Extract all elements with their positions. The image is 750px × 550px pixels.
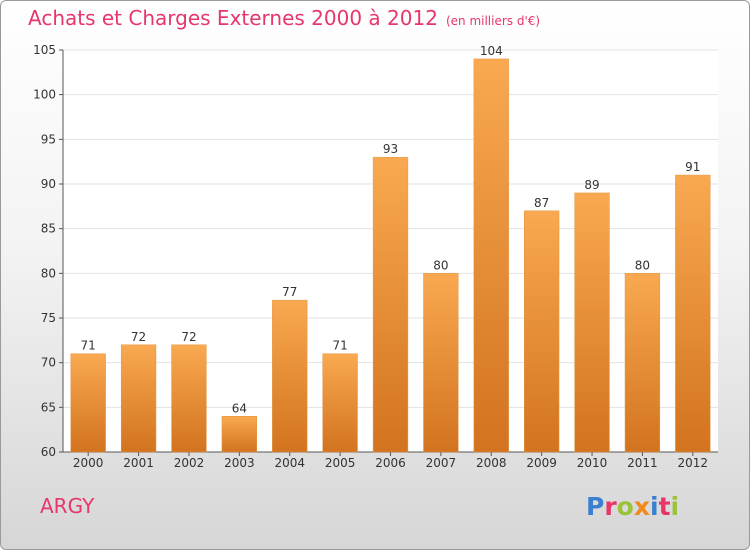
y-tick-label: 95 [41,132,56,146]
logo-letter: t [658,492,671,521]
bar [473,58,509,453]
x-tick-label: 2006 [375,456,406,470]
bar-value-label: 77 [282,285,297,299]
x-tick-label: 2012 [678,456,709,470]
logo-letter: P [586,492,605,521]
y-tick-label: 85 [41,222,56,236]
x-tick-label: 2009 [526,456,557,470]
logo-letter: i [670,492,680,521]
bar [120,344,157,453]
x-tick-label: 2008 [476,456,507,470]
bar-value-label: 64 [232,401,247,415]
bar-value-label: 72 [181,330,196,344]
logo-letter: o [616,492,634,521]
logo-letter: r [604,492,617,521]
bar-value-label: 71 [332,339,347,353]
bar [524,210,560,453]
y-tick-label: 75 [41,311,56,325]
x-tick-label: 2011 [627,456,658,470]
x-tick-label: 2000 [73,456,104,470]
logo-letter: i [650,492,659,521]
proxiti-logo: Proxiti [586,492,679,521]
y-tick-label: 105 [33,43,56,57]
x-tick-label: 2005 [325,456,356,470]
bar [675,174,711,453]
bar [322,353,358,453]
bar-value-label: 80 [635,258,650,272]
y-tick-label: 80 [41,266,56,280]
bar-value-label: 80 [433,258,448,272]
y-tick-label: 90 [41,177,56,191]
bar [70,353,106,453]
y-tick-label: 60 [41,445,56,459]
x-tick-label: 2002 [174,456,205,470]
chart-unit: (en milliers d'€) [445,14,541,28]
bar-value-label: 89 [584,178,599,192]
x-tick-label: 2004 [274,456,305,470]
x-tick-label: 2010 [577,456,608,470]
logo-letter: x [633,492,650,521]
bar [423,273,459,453]
bar-value-label: 71 [81,339,96,353]
bar-value-label: 72 [131,330,146,344]
commune-name: ARGY [40,494,95,518]
x-tick-label: 2003 [224,456,255,470]
bar [171,344,207,453]
y-tick-label: 70 [41,356,56,370]
bar-value-label: 104 [480,44,503,58]
chart-title-block: Achats et Charges Externes 2000 à 2012 (e… [28,6,540,30]
bar-value-label: 87 [534,196,549,210]
labels: 60 65 70 75 80 85 90 95 100 105 71 2000 72 2001 72 2002… [33,43,708,470]
bar [624,273,661,453]
bar [272,299,308,453]
bar [221,416,257,453]
y-tick-label: 65 [41,400,56,414]
bars [70,58,711,453]
bar-value-label: 91 [685,160,700,174]
bar [574,192,610,453]
chart-title: Achats et Charges Externes 2000 à 2012 [28,6,438,30]
bar-value-label: 93 [383,142,398,156]
y-tick-label: 100 [33,88,56,102]
x-tick-label: 2007 [426,456,457,470]
x-tick-label: 2001 [123,456,154,470]
bar [372,156,409,453]
